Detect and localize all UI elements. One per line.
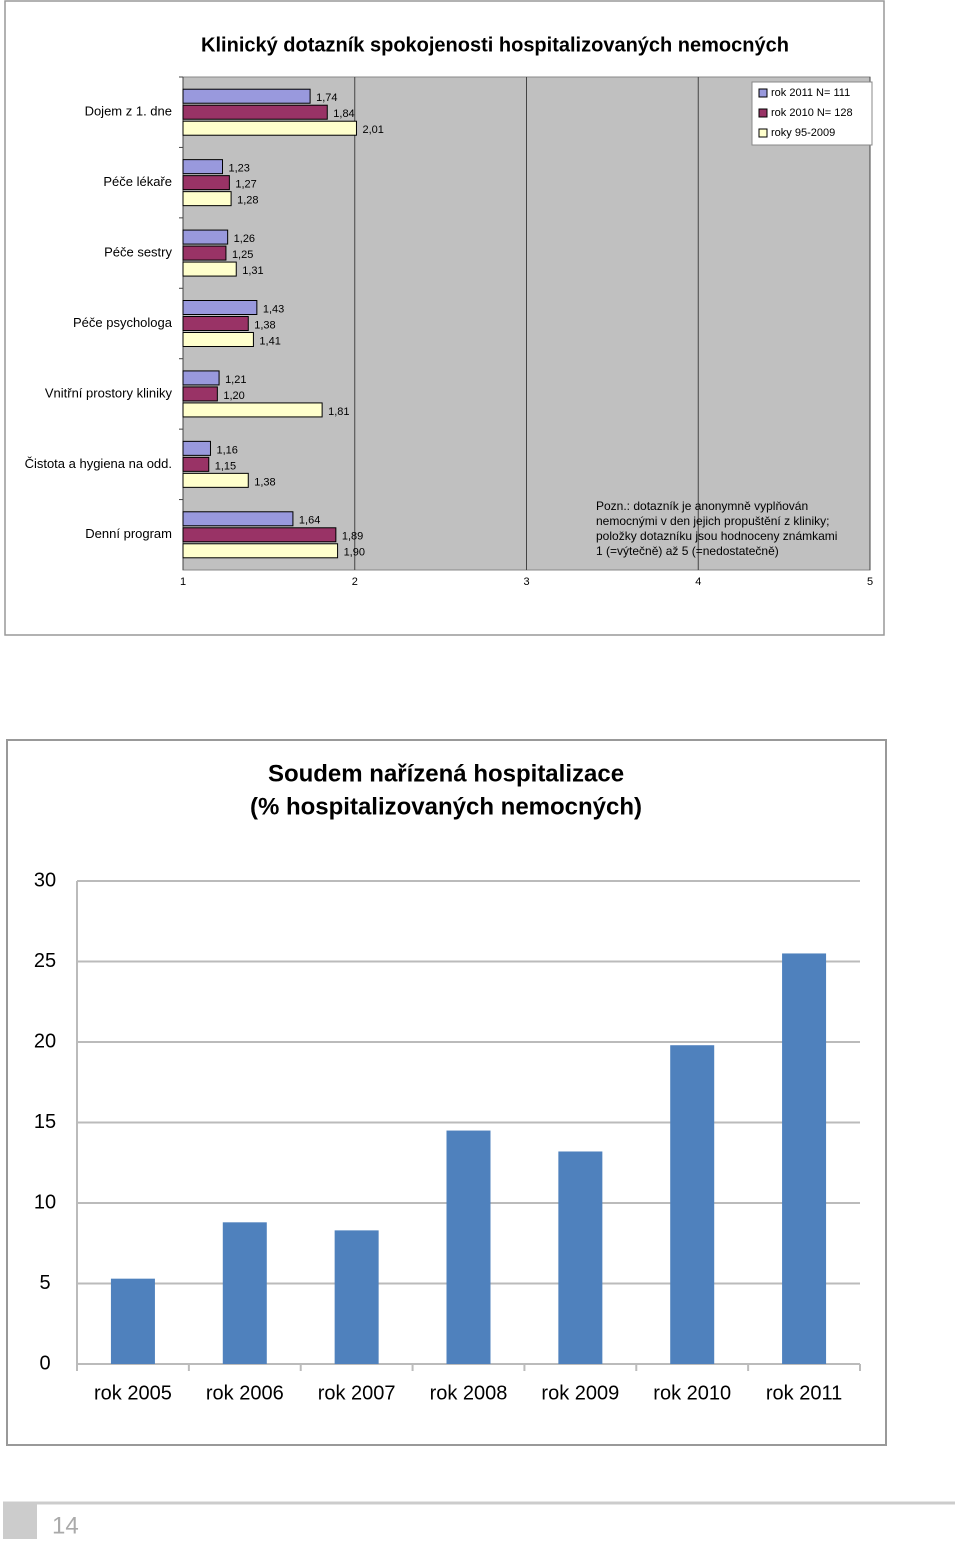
value-label: 1,21 [225, 374, 246, 386]
bar [182, 543, 339, 559]
bar [182, 175, 230, 191]
bar [110, 1278, 155, 1364]
legend-label: rok 2011 N= 111 [771, 87, 850, 99]
value-label: 1,27 [235, 179, 256, 191]
chart-title: Klinický dotazník spokojenosti hospitali… [201, 34, 789, 56]
value-label: 1,38 [254, 319, 275, 331]
value-label: 1,41 [259, 335, 280, 347]
y-tick-label: Péče lékaře [103, 174, 172, 189]
bar [182, 120, 357, 136]
value-label: 1,90 [344, 547, 365, 559]
value-label: 1,64 [299, 515, 320, 527]
annotation: nemocnými v den jejich propuštění z klin… [596, 514, 829, 528]
y-tick-label: 0 [39, 1352, 50, 1374]
x-tick-label: 1 [180, 576, 186, 588]
bar [182, 88, 311, 104]
value-label: 1,25 [232, 249, 253, 261]
legend-swatch [758, 128, 768, 138]
bar [182, 229, 229, 245]
bar [182, 402, 323, 418]
y-tick-label: 20 [34, 1030, 56, 1052]
y-tick-label: 25 [34, 950, 56, 972]
value-label: 1,89 [342, 531, 363, 543]
bar [670, 1045, 715, 1364]
legend-label: rok 2010 N= 128 [771, 107, 853, 119]
bar [182, 104, 328, 120]
page-number: 14 [52, 1512, 79, 1539]
y-tick-label: Denní program [85, 526, 172, 541]
value-label: 1,74 [316, 92, 337, 104]
x-tick-label: 4 [695, 576, 701, 588]
y-tick-label: Dojem z 1. dne [85, 104, 172, 119]
footer-block [3, 1503, 37, 1539]
chart-title: Soudem nařízená hospitalizace [268, 760, 624, 787]
x-tick-label: rok 2010 [653, 1382, 731, 1404]
x-tick-label: rok 2011 [766, 1382, 842, 1404]
y-tick-label: Péče sestry [104, 245, 172, 260]
bar [182, 456, 210, 472]
bar [182, 191, 232, 207]
annotation: 1 (=výtečně) až 5 (=nedostatečně) [596, 544, 779, 558]
y-tick-label: 15 [34, 1111, 56, 1133]
value-label: 1,84 [333, 108, 354, 120]
x-tick-label: rok 2005 [94, 1382, 172, 1404]
legend-label: roky 95-2009 [771, 127, 835, 139]
legend-swatch [758, 108, 768, 118]
bar [182, 316, 249, 331]
bar [182, 300, 258, 315]
bar [182, 245, 227, 261]
bar [182, 440, 211, 456]
legend-swatch [758, 88, 768, 98]
bar [182, 386, 218, 402]
bar [182, 511, 294, 527]
x-tick-label: rok 2008 [430, 1382, 508, 1404]
x-tick-label: rok 2007 [318, 1382, 396, 1404]
value-label: 1,81 [328, 406, 349, 418]
y-tick-label: Péče psychologa [73, 315, 173, 330]
value-label: 1,38 [254, 476, 275, 488]
value-label: 1,15 [215, 460, 236, 472]
annotation: položky dotazníku jsou hodnoceny známkam… [596, 529, 837, 543]
value-label: 1,43 [263, 303, 284, 315]
bar [782, 953, 827, 1364]
legend-box [751, 81, 873, 146]
y-tick-label: 10 [34, 1191, 56, 1213]
x-tick-label: 2 [352, 576, 358, 588]
bar [334, 1230, 379, 1364]
x-tick-label: rok 2006 [206, 1382, 284, 1404]
chart-title: (% hospitalizovaných nemocných) [250, 793, 642, 820]
bar [182, 332, 254, 347]
bar [182, 159, 224, 175]
x-tick-label: 3 [523, 576, 529, 588]
y-tick-label: 5 [39, 1272, 50, 1294]
value-label: 1,20 [223, 390, 244, 402]
y-tick-label: Vnitřní prostory kliniky [45, 385, 173, 400]
y-tick-label: Čistota a hygiena na odd. [25, 456, 172, 471]
value-label: 1,26 [234, 233, 255, 245]
value-label: 1,16 [216, 444, 237, 456]
value-label: 1,23 [229, 163, 250, 175]
bar [182, 370, 220, 386]
y-tick-label: 30 [34, 869, 56, 891]
value-label: 1,28 [237, 195, 258, 207]
bar [446, 1130, 491, 1364]
x-tick-label: rok 2009 [541, 1382, 619, 1404]
value-label: 2,01 [362, 124, 383, 136]
bar [222, 1222, 267, 1364]
bar [182, 472, 249, 488]
bar [182, 261, 237, 277]
bar [182, 527, 337, 543]
x-tick-label: 5 [867, 576, 873, 588]
value-label: 1,31 [242, 265, 263, 277]
bar [558, 1151, 603, 1364]
annotation: Pozn.: dotazník je anonymně vyplňován [596, 499, 808, 513]
